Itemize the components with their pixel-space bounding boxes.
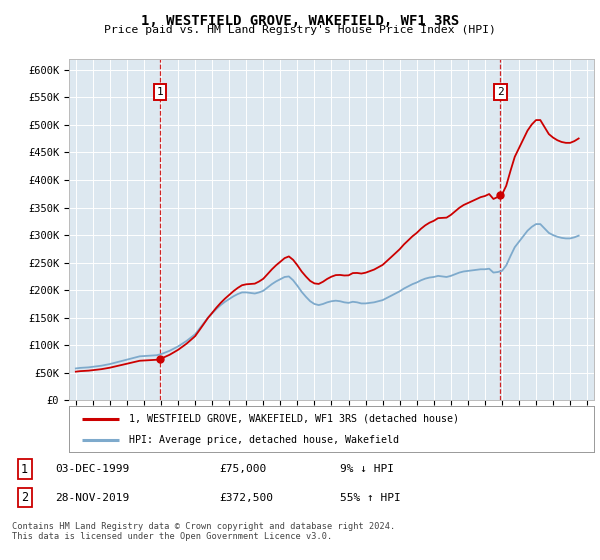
- Text: 1: 1: [157, 87, 163, 97]
- Text: 2: 2: [21, 491, 28, 504]
- Text: £75,000: £75,000: [220, 464, 266, 474]
- Text: 55% ↑ HPI: 55% ↑ HPI: [340, 493, 401, 502]
- Text: Price paid vs. HM Land Registry's House Price Index (HPI): Price paid vs. HM Land Registry's House …: [104, 25, 496, 35]
- Text: 1, WESTFIELD GROVE, WAKEFIELD, WF1 3RS (detached house): 1, WESTFIELD GROVE, WAKEFIELD, WF1 3RS (…: [130, 414, 460, 424]
- Text: 28-NOV-2019: 28-NOV-2019: [55, 493, 130, 502]
- Text: 1, WESTFIELD GROVE, WAKEFIELD, WF1 3RS: 1, WESTFIELD GROVE, WAKEFIELD, WF1 3RS: [141, 14, 459, 28]
- Text: HPI: Average price, detached house, Wakefield: HPI: Average price, detached house, Wake…: [130, 435, 400, 445]
- Text: Contains HM Land Registry data © Crown copyright and database right 2024.
This d: Contains HM Land Registry data © Crown c…: [12, 522, 395, 542]
- Text: 03-DEC-1999: 03-DEC-1999: [55, 464, 130, 474]
- Text: £372,500: £372,500: [220, 493, 274, 502]
- Text: 2: 2: [497, 87, 504, 97]
- Text: 1: 1: [21, 463, 28, 475]
- Text: 9% ↓ HPI: 9% ↓ HPI: [340, 464, 394, 474]
